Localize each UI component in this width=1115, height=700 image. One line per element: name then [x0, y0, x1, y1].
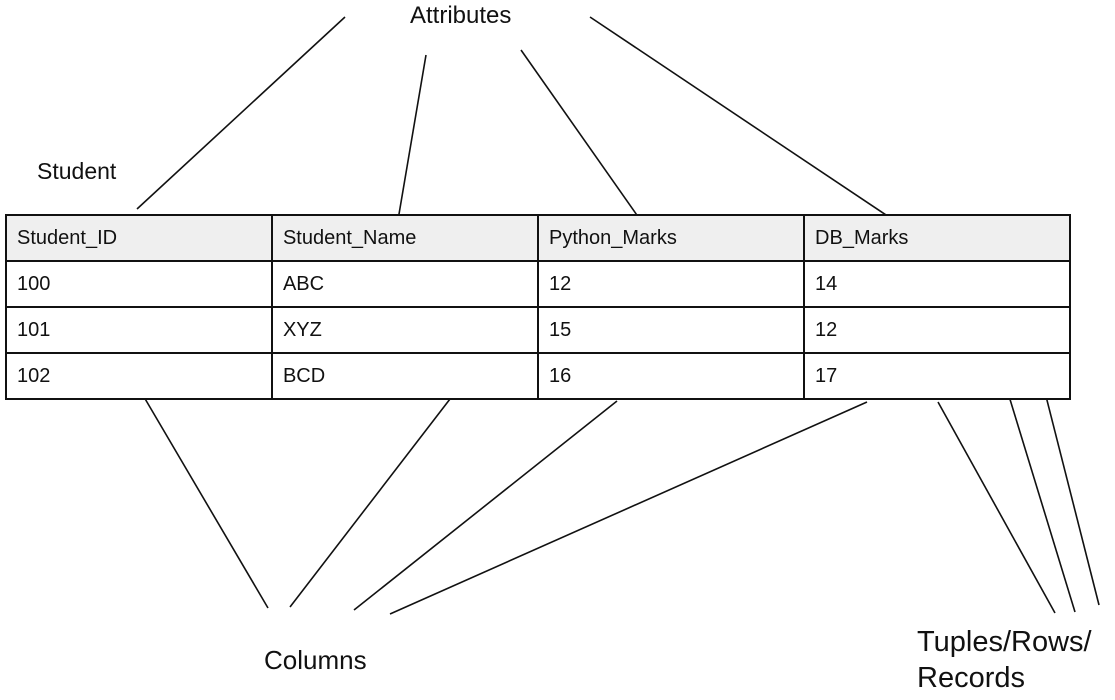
- attributes-connector-1: [136, 16, 346, 210]
- header-cell: Student_ID: [5, 214, 273, 262]
- tuples-rows-records-label: Tuples/Rows/ Records: [917, 626, 1092, 694]
- table-row: 102 BCD 16 17: [5, 352, 1071, 400]
- table-row: 101 XYZ 15 12: [5, 306, 1071, 354]
- table-cell: 17: [803, 352, 1071, 400]
- table-cell: XYZ: [270, 306, 540, 354]
- table-name-label: Student: [37, 158, 117, 184]
- table-header-row: Student_ID Student_Name Python_Marks DB_…: [5, 214, 1071, 262]
- attributes-connector-3: [520, 49, 647, 229]
- attributes-label: Attributes: [410, 2, 512, 29]
- table-cell: 15: [536, 306, 806, 354]
- columns-connector-3: [353, 400, 618, 611]
- table-cell: 101: [5, 306, 273, 354]
- table-row: 100 ABC 12 14: [5, 260, 1071, 308]
- columns-connector-4: [389, 401, 868, 615]
- table-cell: 100: [5, 260, 273, 308]
- table-cell: 102: [5, 352, 273, 400]
- table-cell: 12: [536, 260, 806, 308]
- tuples-connector-1: [937, 401, 1056, 614]
- table-cell: 12: [803, 306, 1071, 354]
- attributes-connector-2: [397, 54, 427, 221]
- header-cell: Student_Name: [270, 214, 540, 262]
- columns-connector-1: [143, 396, 269, 609]
- table-cell: 14: [803, 260, 1071, 308]
- header-cell: DB_Marks: [803, 214, 1071, 262]
- attributes-connector-4: [589, 16, 902, 226]
- header-cell: Python_Marks: [536, 214, 806, 262]
- columns-connector-2: [289, 398, 451, 608]
- table-cell: ABC: [270, 260, 540, 308]
- table-cell: 16: [536, 352, 806, 400]
- student-table: Student_ID Student_Name Python_Marks DB_…: [5, 214, 1071, 400]
- columns-label: Columns: [264, 645, 367, 675]
- table-cell: BCD: [270, 352, 540, 400]
